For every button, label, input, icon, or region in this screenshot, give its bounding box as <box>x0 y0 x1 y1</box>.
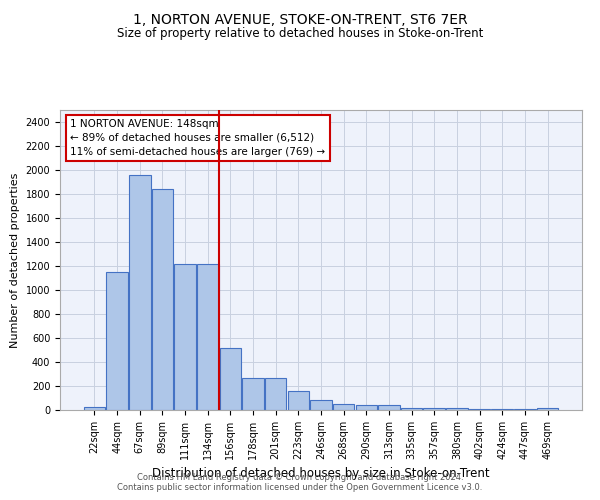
Bar <box>152 189 173 410</box>
X-axis label: Distribution of detached houses by size in Stoke-on-Trent: Distribution of detached houses by size … <box>152 468 490 480</box>
Bar <box>220 348 241 410</box>
Bar <box>310 400 332 410</box>
Bar <box>287 392 309 410</box>
Y-axis label: Number of detached properties: Number of detached properties <box>10 172 20 348</box>
Bar <box>106 272 128 410</box>
Bar <box>446 408 467 410</box>
Bar <box>401 408 422 410</box>
Bar <box>84 406 105 410</box>
Bar <box>378 405 400 410</box>
Bar <box>129 175 151 410</box>
Text: Size of property relative to detached houses in Stoke-on-Trent: Size of property relative to detached ho… <box>117 28 483 40</box>
Text: Contains public sector information licensed under the Open Government Licence v3: Contains public sector information licen… <box>118 484 482 492</box>
Text: 1 NORTON AVENUE: 148sqm
← 89% of detached houses are smaller (6,512)
11% of semi: 1 NORTON AVENUE: 148sqm ← 89% of detache… <box>70 119 326 157</box>
Bar <box>175 264 196 410</box>
Bar <box>537 408 558 410</box>
Text: 1, NORTON AVENUE, STOKE-ON-TRENT, ST6 7ER: 1, NORTON AVENUE, STOKE-ON-TRENT, ST6 7E… <box>133 12 467 26</box>
Bar <box>333 404 355 410</box>
Text: Contains HM Land Registry data © Crown copyright and database right 2024.: Contains HM Land Registry data © Crown c… <box>137 474 463 482</box>
Bar <box>424 408 445 410</box>
Bar <box>265 378 286 410</box>
Bar <box>197 264 218 410</box>
Bar <box>356 405 377 410</box>
Bar <box>242 378 264 410</box>
